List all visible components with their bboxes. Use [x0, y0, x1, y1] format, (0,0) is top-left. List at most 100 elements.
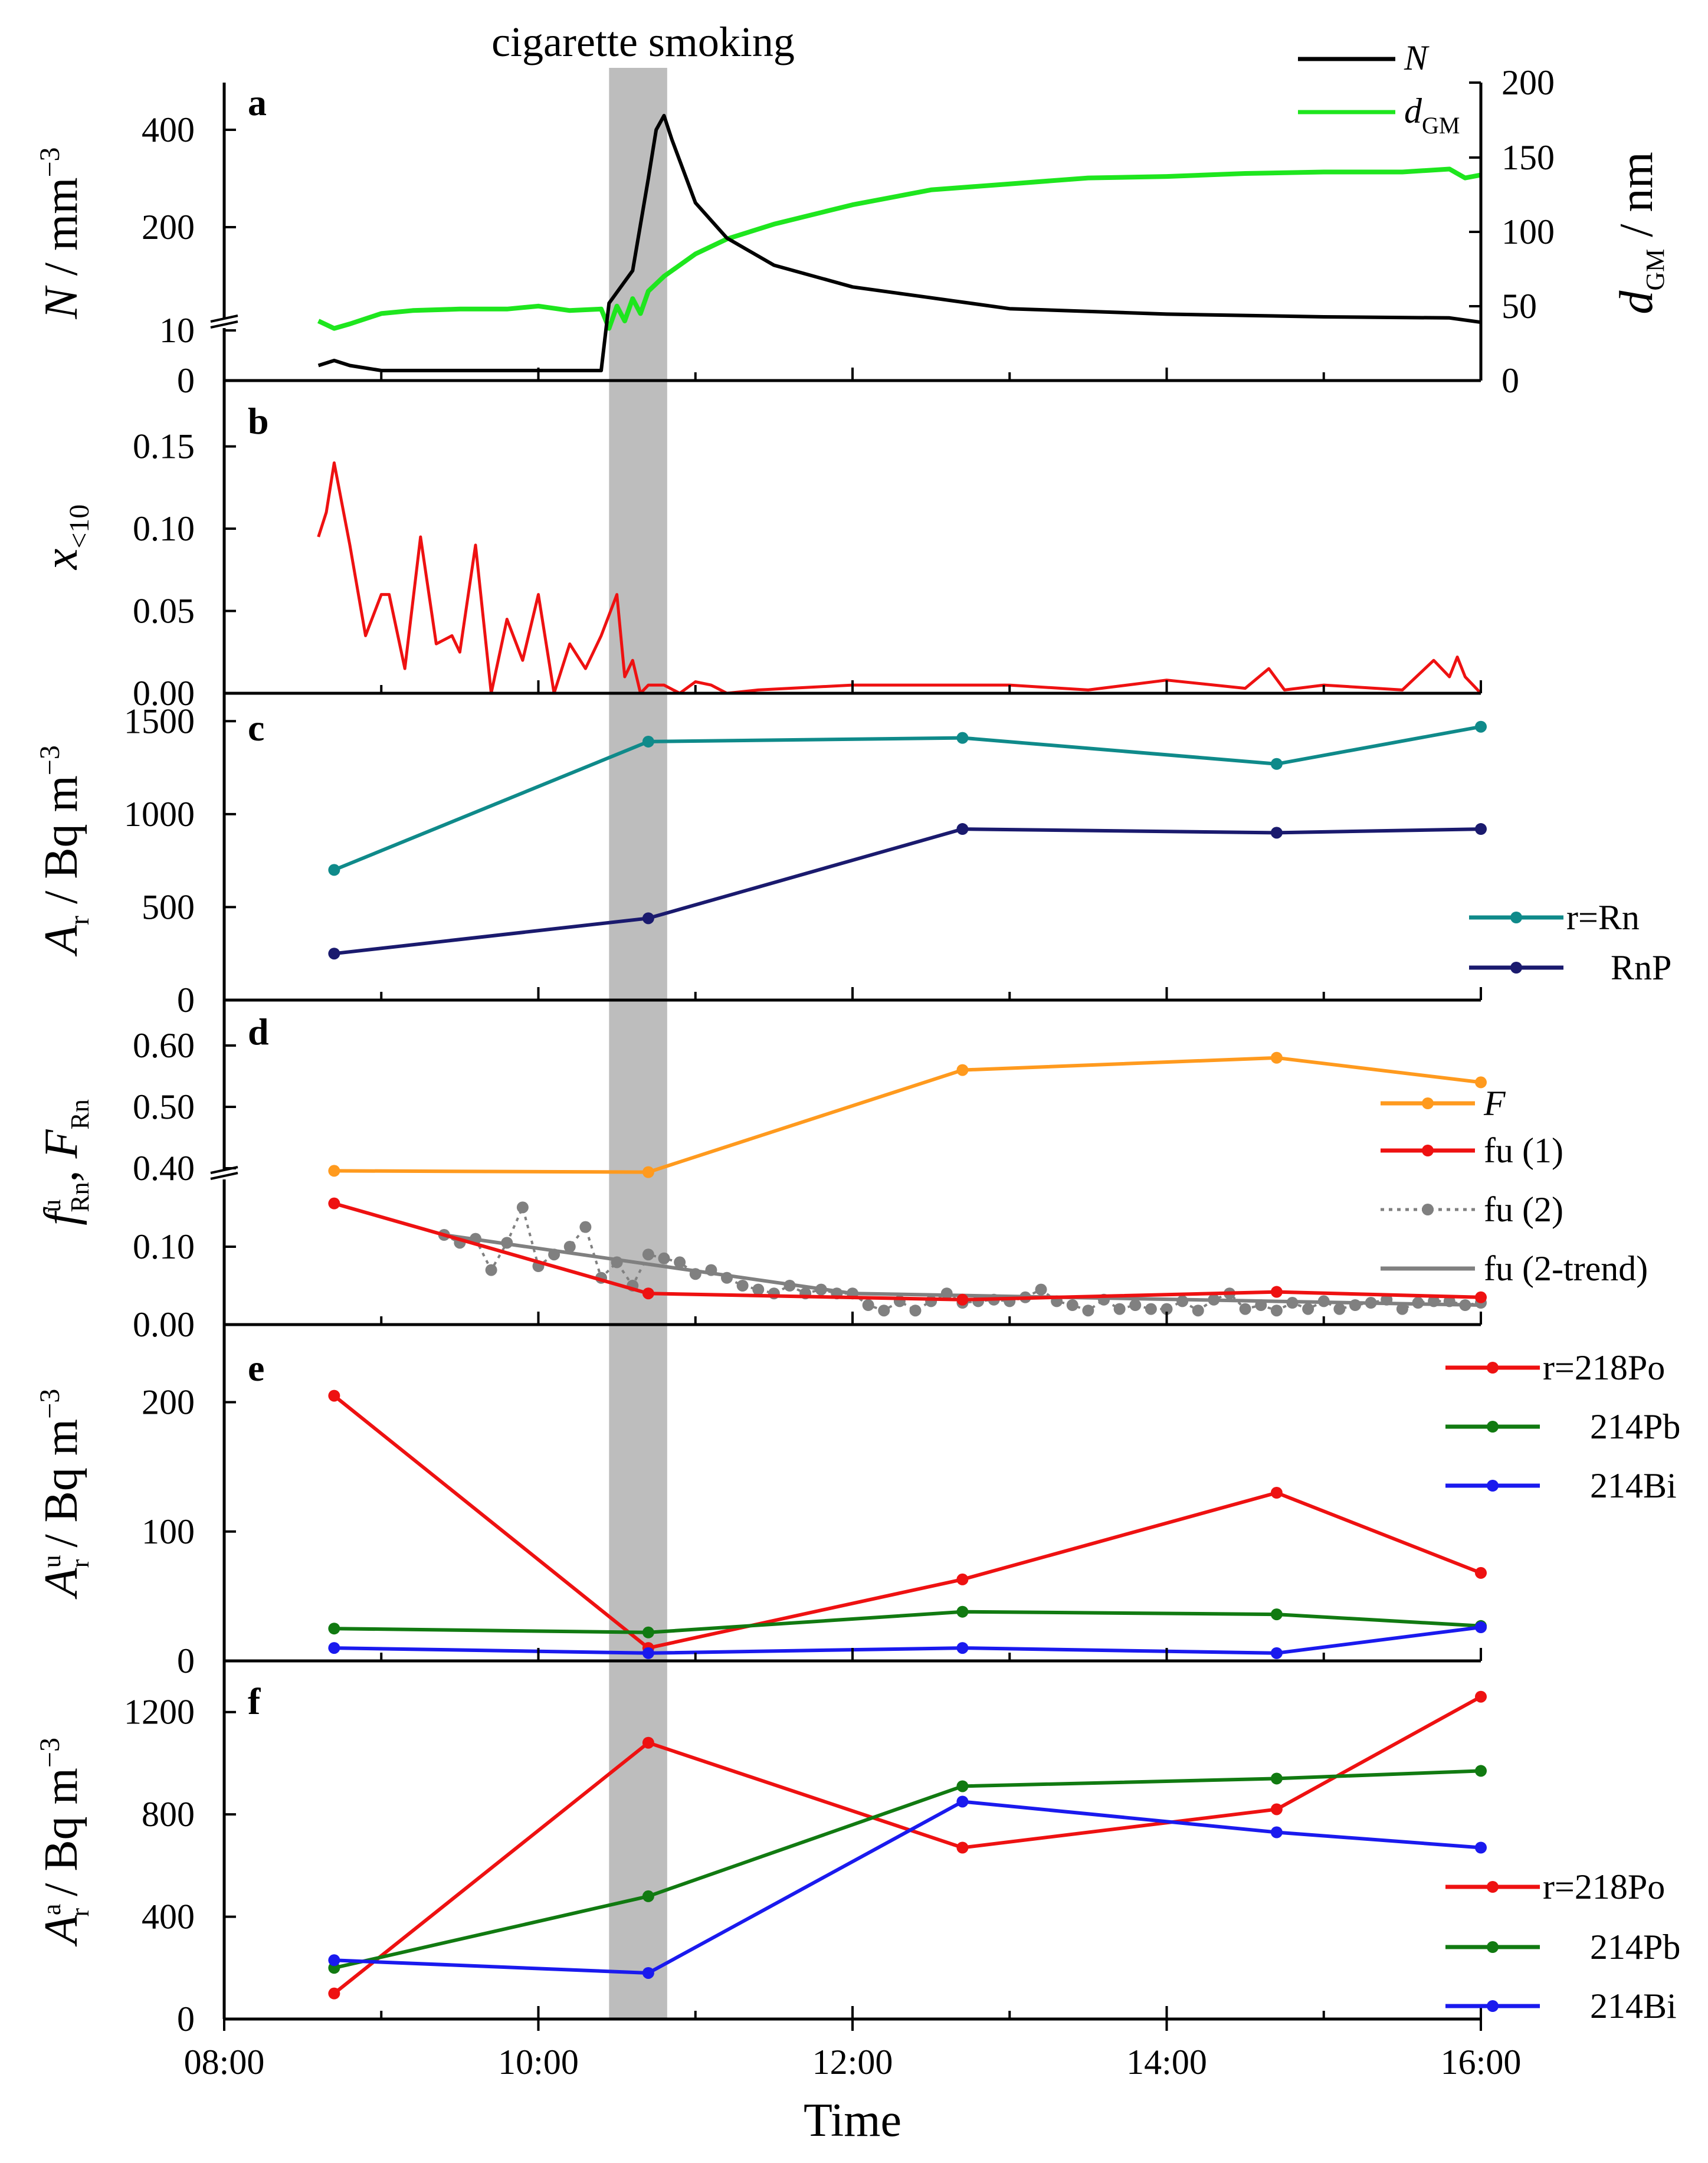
- panel-a-x-ticks: [223, 368, 1482, 381]
- series-line-N: [317, 114, 1481, 372]
- panel-a-ytick: 400: [142, 110, 195, 149]
- x-tick-label: 16:00: [1441, 2043, 1522, 2082]
- panel-c-y-ticks: 0 500 1000 1500: [124, 702, 236, 1020]
- series-line-F: [334, 1056, 1481, 1174]
- data-point-Rn: [1270, 758, 1283, 770]
- panel-f-y-ticks: 0 400 800 1200: [124, 1693, 236, 2039]
- data-point-214Pb: [1270, 1772, 1283, 1785]
- data-point-fu(2): [611, 1256, 623, 1269]
- legend-f-Pb214: 214Pb: [1590, 1928, 1680, 1967]
- panel-b-label: b: [248, 400, 269, 442]
- data-point-fu(2): [642, 1248, 654, 1261]
- panel-d-ytick: 0.60: [133, 1026, 195, 1065]
- data-point-fu(1): [642, 1287, 654, 1300]
- legend-e-Bi214: 214Bi: [1590, 1466, 1677, 1505]
- x-tick-label: 10:00: [498, 2043, 579, 2082]
- panel-d-ytick: 0.10: [133, 1227, 195, 1266]
- data-point-fu(2): [1145, 1303, 1157, 1315]
- panel-a-ylabel-right: dGM / nm: [1611, 152, 1670, 314]
- data-point-fu(1): [328, 1197, 340, 1210]
- y-tick-label: 0: [177, 981, 195, 1020]
- data-point-fu(2): [674, 1256, 686, 1269]
- panel-b-ylabel: x<10: [35, 504, 95, 571]
- data-point-fu(2): [878, 1305, 890, 1317]
- data-point-F: [1475, 1076, 1487, 1089]
- legend-Rn: r=Rn: [1566, 898, 1640, 937]
- panel-f-legend: r=218Po 214Pb 214Bi: [1445, 1867, 1680, 2026]
- data-point-214Bi: [1270, 1826, 1283, 1838]
- panel-a-legend: N dGM: [1298, 38, 1460, 139]
- series-line-x<10: [317, 461, 1482, 695]
- data-point-fu(2): [548, 1248, 560, 1261]
- data-point-214Pb: [642, 1890, 654, 1902]
- panel-c-x-ticks: [223, 987, 1482, 1000]
- panel-b: b 0.00 0.05 0.10 0.15 x<10: [35, 381, 1482, 713]
- data-point-214Pb: [1475, 1765, 1487, 1777]
- data-point-fu(2): [563, 1241, 576, 1253]
- panel-b-y-ticks: 0.00 0.05 0.10 0.15: [133, 427, 236, 713]
- data-point-214Bi: [956, 1642, 969, 1654]
- series-line-RnP: [334, 827, 1481, 956]
- data-point-214Pb: [956, 1605, 969, 1618]
- data-point-214Pb: [642, 1626, 654, 1638]
- x-tick-label: 08:00: [184, 2043, 265, 2082]
- panel-c-series: [328, 720, 1487, 960]
- data-point-218Po: [1475, 1690, 1487, 1703]
- legend-fu2-trend: fu (2-trend): [1484, 1249, 1648, 1288]
- data-point-Rn: [328, 864, 340, 876]
- data-point-fu(2): [705, 1264, 717, 1276]
- panel-a-ytick-right: 200: [1502, 63, 1555, 102]
- data-point-fu(2): [752, 1283, 765, 1296]
- panel-a-series: [317, 114, 1481, 372]
- data-point-Rn: [956, 732, 969, 744]
- data-point-fu(2): [1302, 1303, 1314, 1315]
- panel-a: a 0 10 200 400 0 50 100 150 200 N / mm−: [34, 38, 1670, 400]
- y-tick-label: 0.00: [133, 674, 195, 713]
- data-point-fu(2): [940, 1287, 953, 1300]
- data-point-fu(2): [1160, 1303, 1173, 1315]
- panel-d-x-ticks: [223, 1312, 1482, 1325]
- data-point-fu(2): [736, 1280, 749, 1292]
- x-tick-label: 14:00: [1126, 2043, 1207, 2082]
- y-tick-label: 1500: [124, 702, 195, 740]
- panel-c-ylabel: Ar / Bq m−3: [34, 745, 95, 957]
- legend-F: F: [1483, 1084, 1506, 1123]
- series-line-218Po: [333, 1394, 1482, 1650]
- legend-f-Bi214: 214Bi: [1590, 1987, 1677, 2026]
- data-point-F: [642, 1166, 654, 1178]
- data-point-fu(2): [909, 1305, 922, 1317]
- y-tick-label: 0.05: [133, 592, 195, 631]
- series-line-218Po: [333, 1695, 1482, 1995]
- data-point-fu(2): [1459, 1299, 1471, 1311]
- data-point-fu(2): [1286, 1297, 1299, 1309]
- series-line-214Bi: [334, 1800, 1481, 1975]
- panel-e-series: [328, 1389, 1487, 1659]
- y-tick-label: 0.10: [133, 509, 195, 548]
- data-point-fu(2): [579, 1221, 592, 1233]
- data-point-214Pb: [956, 1780, 969, 1792]
- data-point-fu(2): [1317, 1295, 1330, 1307]
- x-axis-tick-labels: 08:00 10:00 12:00 14:00 16:00: [184, 2019, 1522, 2082]
- panel-f: f 0 400 800 1200 Aar / Bq m−3 r=218Po 214Pb…: [34, 1661, 1680, 2039]
- data-point-fu(2): [1208, 1293, 1220, 1306]
- panel-e-label: e: [248, 1347, 264, 1389]
- panel-e-x-ticks: [223, 1648, 1482, 1661]
- panel-d-ytick: 0.00: [133, 1305, 195, 1344]
- panel-e-legend: r=218Po 214Pb 214Bi: [1445, 1348, 1680, 1505]
- legend-e-Po218: r=218Po: [1543, 1348, 1665, 1387]
- data-point-fu(2): [1365, 1297, 1377, 1309]
- data-point-RnP: [642, 912, 654, 925]
- data-point-214Pb: [328, 1623, 340, 1635]
- data-point-218Po: [956, 1573, 969, 1585]
- data-point-fu(2): [1082, 1305, 1094, 1317]
- panel-b-series: [317, 461, 1482, 695]
- data-point-218Po: [1270, 1803, 1283, 1815]
- panel-a-ytick-right: 150: [1502, 138, 1555, 177]
- y-tick-label: 0.15: [133, 427, 195, 466]
- y-tick-label: 500: [142, 887, 195, 926]
- panel-b-x-ticks: [223, 680, 1482, 693]
- panel-d-label: d: [248, 1011, 269, 1053]
- data-point-F: [1270, 1051, 1283, 1064]
- data-point-fu(2): [1255, 1299, 1267, 1311]
- data-point-fu(2): [1129, 1299, 1142, 1311]
